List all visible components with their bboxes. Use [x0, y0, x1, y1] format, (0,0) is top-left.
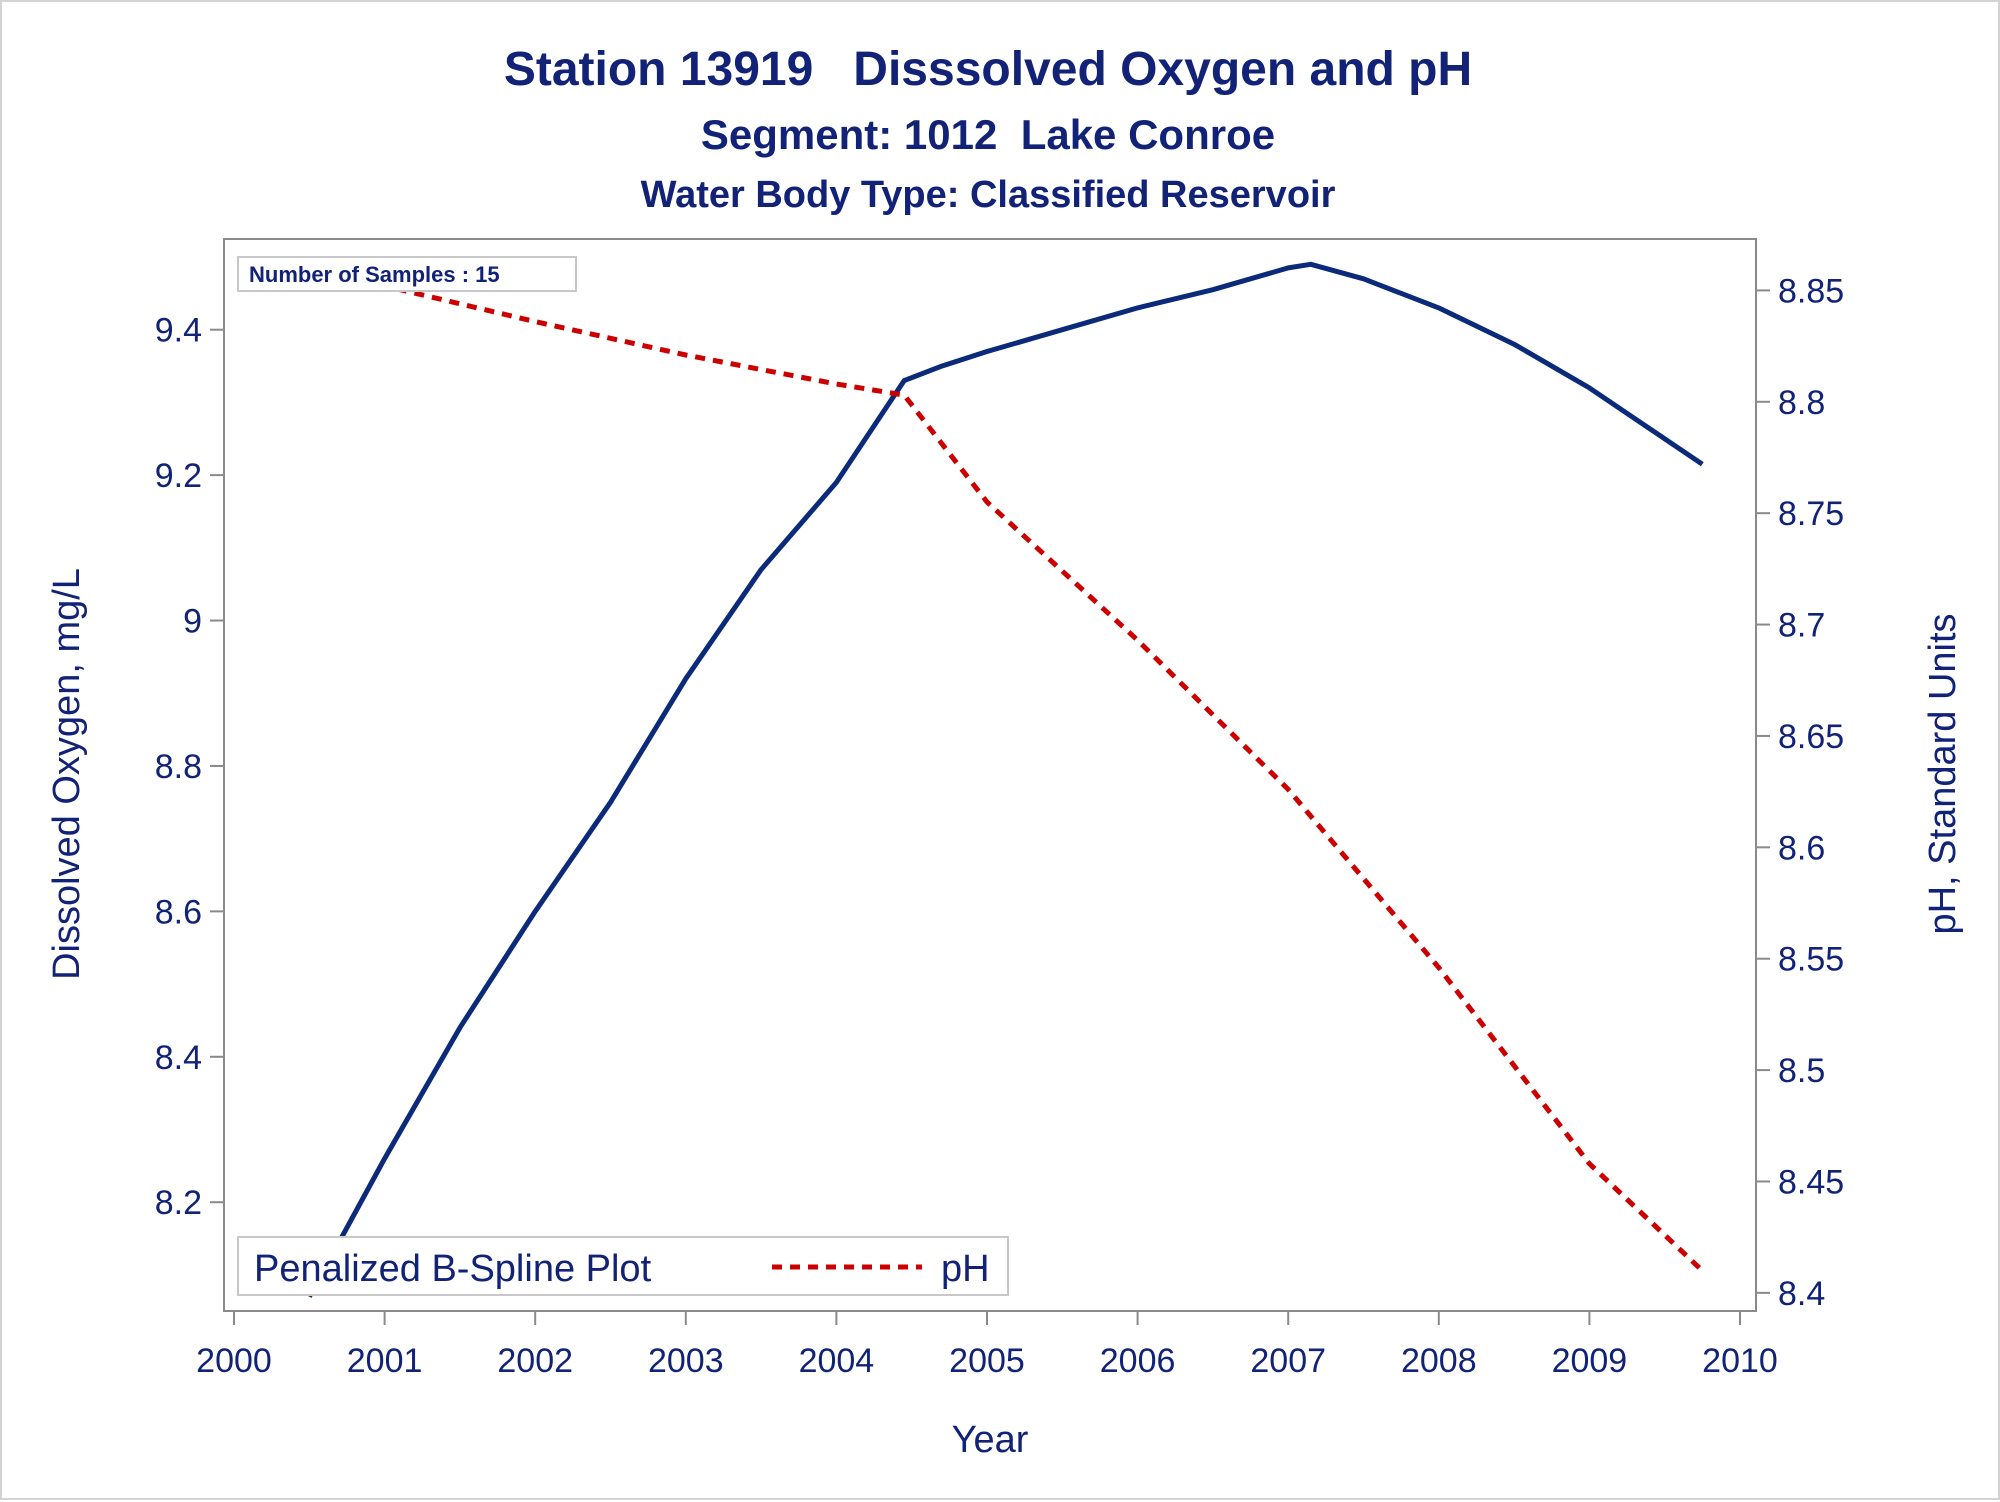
y-right-tick-label: 8.65: [1778, 718, 1844, 756]
y-right-axis-ticks: 8.4 8.45 8.5 8.55 8.6 8.65 8.7 8.75 8.8 8.85: [1756, 272, 1844, 1313]
legend-label-spline: Penalized B-Spline Plot: [254, 1248, 652, 1290]
chart-title: Station 13919 Disssolved Oxygen and pH: [504, 43, 1472, 96]
y-right-tick-label: 8.75: [1778, 495, 1844, 533]
legend: Penalized B-Spline Plot pH: [237, 1236, 1009, 1296]
y-left-tick-label: 9.2: [155, 457, 202, 495]
plot-area: [223, 238, 1757, 1312]
x-tick-label: 2006: [1100, 1342, 1176, 1380]
x-tick-label: 2003: [648, 1342, 724, 1380]
legend-label-ph: pH: [941, 1248, 990, 1290]
x-tick-label: 2007: [1250, 1342, 1326, 1380]
y-left-tick-label: 8.8: [155, 748, 202, 786]
y-left-tick-label: 9: [183, 603, 202, 641]
x-axis-label: Year: [952, 1419, 1029, 1461]
x-axis-ticks: 2000 2001 2002 2003 2004 2005 2006 2007 2008 2009…: [196, 1311, 1778, 1380]
series-layer: [307, 261, 1705, 1298]
legend-box: [237, 1236, 1009, 1296]
y-left-axis-ticks: 8.2 8.4 8.6 8.8 9 9.2 9.4: [155, 312, 224, 1222]
x-tick-label: 2008: [1401, 1342, 1477, 1380]
y-left-tick-label: 9.4: [155, 312, 202, 350]
x-tick-label: 2001: [347, 1342, 423, 1380]
y-right-axis-label: pH, Standard Units: [1922, 613, 1964, 934]
series-line-dissolved-oxygen: [307, 261, 1704, 1298]
y-right-tick-label: 8.4: [1778, 1275, 1825, 1313]
x-tick-label: 2004: [799, 1342, 875, 1380]
series-line-ph: [308, 265, 1705, 1273]
x-tick-label: 2000: [196, 1342, 272, 1380]
y-right-tick-label: 8.7: [1778, 607, 1825, 645]
sample-count-inset: Number of Samples : 15: [237, 256, 577, 292]
y-right-tick-label: 8.6: [1778, 829, 1825, 867]
inset-text: Number of Samples : 15: [249, 262, 500, 287]
inset-box: [237, 256, 577, 292]
y-right-tick-label: 8.85: [1778, 272, 1844, 310]
y-right-tick-label: 8.5: [1778, 1052, 1825, 1090]
chart-subtitle-2: Water Body Type: Classified Reservoir: [641, 174, 1336, 216]
y-left-tick-label: 8.4: [155, 1039, 202, 1077]
y-right-tick-label: 8.55: [1778, 941, 1844, 979]
x-tick-label: 2009: [1552, 1342, 1628, 1380]
y-right-tick-label: 8.8: [1778, 384, 1825, 422]
y-left-axis-label: Dissolved Oxygen, mg/L: [46, 568, 88, 980]
y-left-tick-label: 8.2: [155, 1184, 202, 1222]
y-right-tick-label: 8.45: [1778, 1163, 1844, 1201]
x-tick-label: 2005: [949, 1342, 1025, 1380]
y-left-tick-label: 8.6: [155, 893, 202, 931]
chart-subtitle: Segment: 1012 Lake Conroe: [701, 111, 1275, 158]
x-tick-label: 2002: [497, 1342, 573, 1380]
x-tick-label: 2010: [1702, 1342, 1778, 1380]
